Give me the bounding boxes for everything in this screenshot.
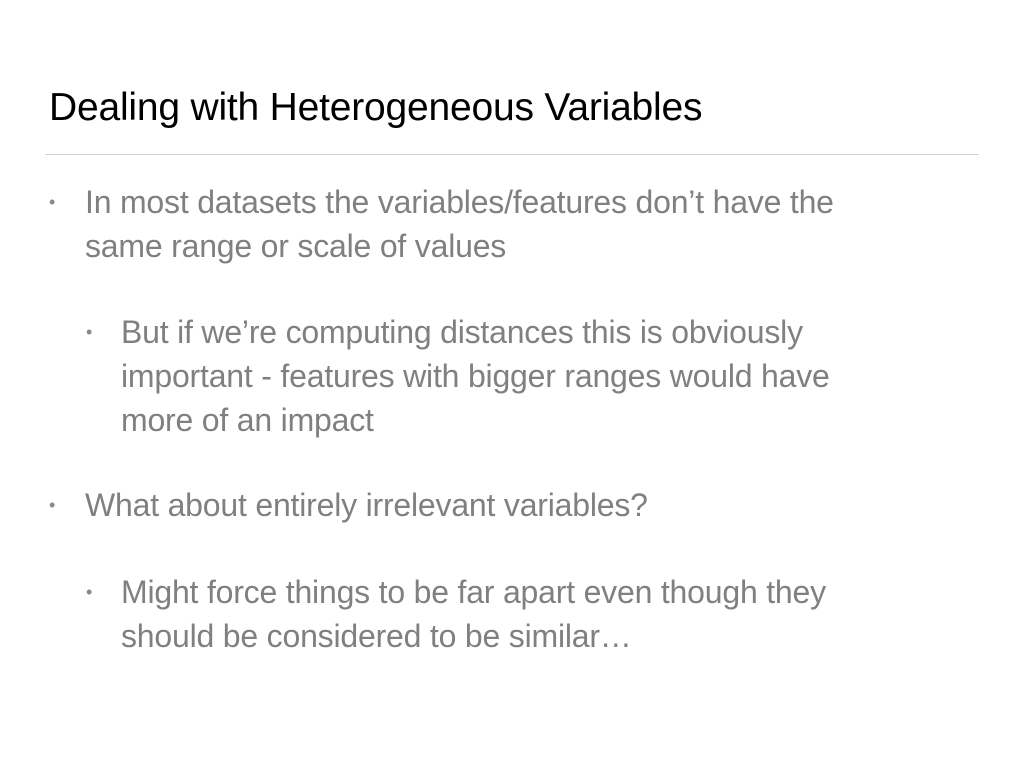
bullet-dot-icon: • (49, 192, 56, 212)
bullet-line: same range or scale of values (85, 228, 507, 264)
bullet-line: But if we’re computing distances this is… (121, 314, 803, 350)
bullet-line: In most datasets the variables/features … (85, 184, 834, 220)
bullet-line: important - features with bigger ranges … (121, 358, 830, 394)
bullet-line: should be considered to be similar… (121, 618, 632, 654)
bullet-dot-icon: • (86, 582, 93, 602)
bullet-dot-icon: • (49, 495, 56, 515)
bullet-text: But if we’re computing distances this is… (121, 310, 830, 442)
bullet-line: What about entirely irrelevant variables… (85, 487, 648, 523)
title-divider (45, 154, 979, 155)
slide-title: Dealing with Heterogeneous Variables (49, 86, 703, 129)
bullet-line: more of an impact (121, 402, 374, 438)
bullet-line: Might force things to be far apart even … (121, 574, 826, 610)
bullet-dot-icon: • (86, 322, 93, 342)
bullet-text: Might force things to be far apart even … (121, 570, 826, 658)
bullet-text: What about entirely irrelevant variables… (85, 483, 648, 527)
bullet-text: In most datasets the variables/features … (85, 180, 834, 268)
